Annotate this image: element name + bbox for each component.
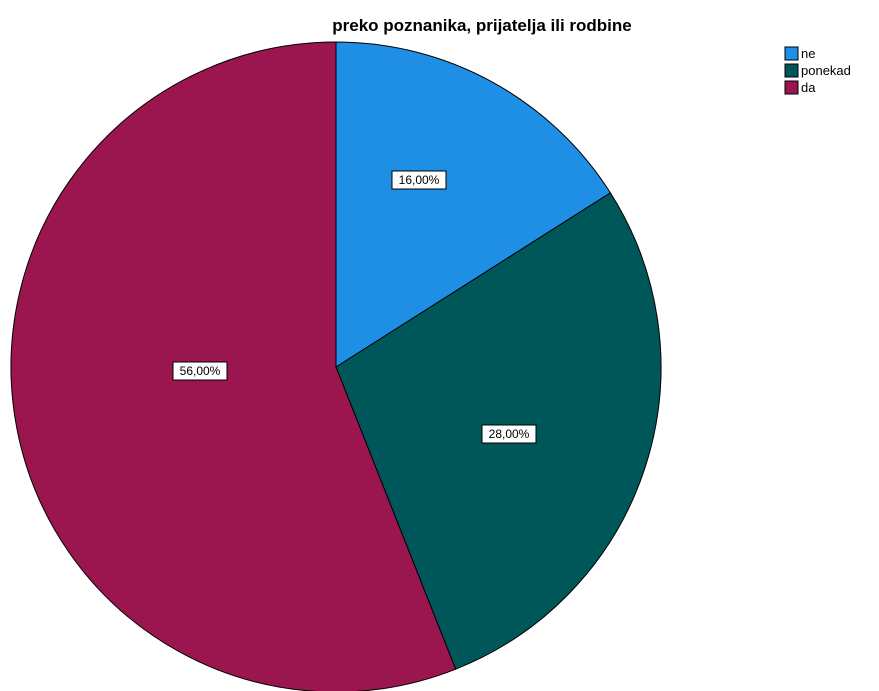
pie-slice-da (10, 41, 457, 691)
legend-item-ponekad: ponekad (784, 63, 851, 78)
legend-swatch (784, 46, 799, 61)
legend-label: da (801, 80, 816, 95)
pie-slice-ne (335, 41, 612, 368)
chart-title: preko poznanika, prijatelja ili rodbine (332, 16, 631, 35)
legend-label: ne (801, 46, 815, 61)
slice-label-ponekad: 28,00% (481, 424, 537, 444)
slice-label-da: 56,00% (172, 361, 228, 381)
legend: ne ponekad da (784, 46, 851, 95)
slice-value-label: 56,00% (180, 364, 221, 378)
legend-swatch (784, 80, 799, 95)
legend-item-ne: ne (784, 46, 815, 61)
slice-value-label: 16,00% (399, 173, 440, 187)
slice-label-box (481, 424, 537, 444)
legend-item-da: da (784, 80, 816, 95)
legend-label: ponekad (801, 63, 851, 78)
slice-label-ne: 16,00% (391, 170, 447, 190)
slice-labels: 16,00% 28,00% 56,00% (172, 170, 537, 444)
slice-label-box (172, 361, 228, 381)
pie-slices (10, 41, 662, 691)
slice-value-label: 28,00% (489, 427, 530, 441)
legend-swatch (784, 63, 799, 78)
slice-label-box (391, 170, 447, 190)
